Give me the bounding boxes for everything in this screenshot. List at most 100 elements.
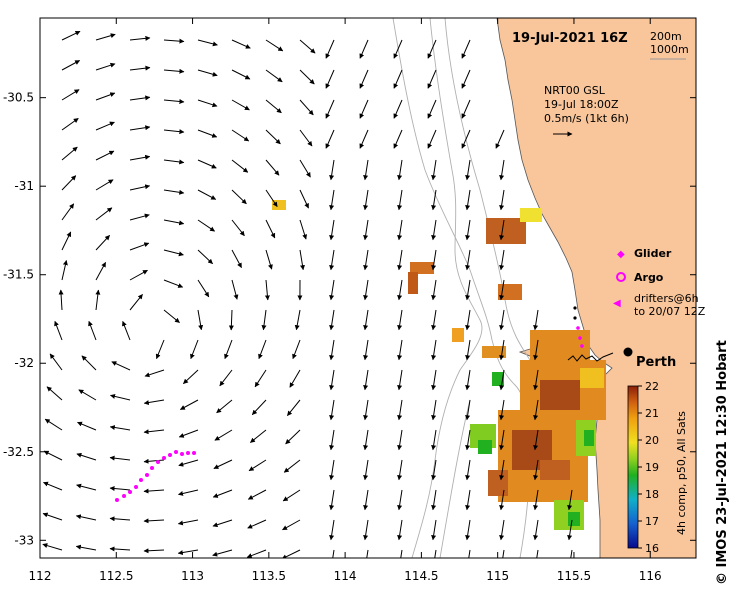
current-vector-47 xyxy=(111,361,131,371)
current-vector-30 xyxy=(78,389,97,401)
current-vector-149 xyxy=(329,189,335,211)
current-vector-81 xyxy=(197,309,204,331)
current-vector-190 xyxy=(397,339,403,361)
current-vector-209 xyxy=(431,369,437,391)
current-vector-50 xyxy=(109,455,131,461)
current-vector-59 xyxy=(163,189,185,195)
current-vector-199 xyxy=(427,69,437,89)
current-vector-171 xyxy=(363,309,369,331)
current-vector-234 xyxy=(495,129,505,149)
current-vector-108 xyxy=(265,39,284,52)
current-vector-94 xyxy=(231,159,249,173)
current-vector-60 xyxy=(163,219,185,226)
current-vector-96 xyxy=(231,219,245,237)
current-vector-180 xyxy=(393,39,403,59)
current-vector-177 xyxy=(363,489,369,511)
current-vector-78 xyxy=(197,219,216,232)
current-vector-253 xyxy=(533,429,539,451)
current-vector-255 xyxy=(533,489,539,511)
current-vector-178 xyxy=(363,519,369,541)
colorbar xyxy=(627,385,639,549)
current-vector-161 xyxy=(332,549,335,558)
current-vector-67 xyxy=(143,429,165,435)
current-vector-242 xyxy=(499,369,505,391)
current-vector-11 xyxy=(49,353,63,371)
mooring-points xyxy=(573,306,577,320)
current-vector-120 xyxy=(251,399,267,415)
x-tick-label-3: 113.5 xyxy=(252,569,286,583)
current-vector-116 xyxy=(264,279,270,301)
current-vector-44 xyxy=(129,269,148,281)
current-vector-8 xyxy=(61,260,68,281)
drifter-point-9 xyxy=(168,453,172,457)
current-vector-17 xyxy=(42,543,63,551)
current-vector-243 xyxy=(499,399,505,421)
current-vector-150 xyxy=(329,219,335,241)
current-vector-2 xyxy=(61,89,80,101)
current-vector-249 xyxy=(533,309,539,331)
current-vector-218 xyxy=(461,99,471,119)
colorbar-tick-label-6: 16 xyxy=(645,542,659,555)
current-vector-24 xyxy=(95,207,113,221)
current-vector-93 xyxy=(231,129,250,142)
current-vector-166 xyxy=(363,159,369,181)
current-vector-99 xyxy=(228,309,234,331)
current-vector-182 xyxy=(393,99,403,119)
current-vector-195 xyxy=(397,489,403,511)
current-vector-10 xyxy=(54,320,63,341)
y-tick-label-2: -31.5 xyxy=(3,268,34,282)
current-vector-105 xyxy=(212,489,233,498)
x-tick-label-0: 112 xyxy=(29,569,52,583)
current-vector-104 xyxy=(213,459,233,469)
current-vector-155 xyxy=(329,369,335,391)
current-vector-137 xyxy=(289,369,301,388)
current-vector-208 xyxy=(431,339,437,361)
current-vector-77 xyxy=(197,189,217,200)
current-vector-158 xyxy=(329,459,335,481)
x-tick-label-8: 116 xyxy=(639,569,662,583)
current-vector-115 xyxy=(265,249,273,270)
current-vector-204 xyxy=(431,219,437,241)
current-vector-95 xyxy=(231,189,247,205)
current-vector-163 xyxy=(359,69,369,89)
coastline-perth xyxy=(567,352,614,362)
current-vector-124 xyxy=(247,519,267,529)
drifter-point-11 xyxy=(180,452,184,456)
current-vector-212 xyxy=(431,459,437,481)
current-vector-23 xyxy=(95,179,114,191)
current-vector-66 xyxy=(143,399,165,406)
current-vector-84 xyxy=(179,399,199,410)
perth-marker xyxy=(623,347,633,357)
current-vector-55 xyxy=(163,68,185,74)
current-vector-231 xyxy=(465,489,471,511)
colorbar-tick-label-2: 20 xyxy=(645,434,659,447)
current-vector-139 xyxy=(285,429,301,445)
legend-drifters-2: to 20/07 12Z xyxy=(634,305,706,318)
current-vector-220 xyxy=(465,159,471,181)
current-vector-125 xyxy=(246,549,267,558)
current-vector-19 xyxy=(95,62,116,71)
current-vector-219 xyxy=(461,129,471,149)
current-vector-129 xyxy=(299,129,313,147)
current-vector-98 xyxy=(231,279,239,300)
x-tick-label-7: 115.5 xyxy=(557,569,591,583)
current-vector-167 xyxy=(363,189,369,211)
current-vector-76 xyxy=(197,159,217,169)
current-vector-107 xyxy=(212,549,233,557)
current-vector-40 xyxy=(129,154,151,161)
x-tick-label-1: 112.5 xyxy=(99,569,133,583)
colorbar-tick-label-0: 22 xyxy=(645,380,659,393)
drifter-point-8 xyxy=(162,456,166,460)
current-vector-148 xyxy=(329,159,335,181)
current-vector-18 xyxy=(95,33,116,41)
current-vector-175 xyxy=(363,429,369,451)
current-vector-135 xyxy=(294,309,301,331)
current-vector-213 xyxy=(431,489,437,511)
current-vector-214 xyxy=(431,519,437,541)
current-vector-206 xyxy=(431,279,437,301)
current-vector-58 xyxy=(163,159,185,165)
current-vector-34 xyxy=(75,514,97,521)
current-vector-27 xyxy=(95,289,101,311)
current-vector-123 xyxy=(247,489,267,500)
current-vector-130 xyxy=(299,159,311,178)
